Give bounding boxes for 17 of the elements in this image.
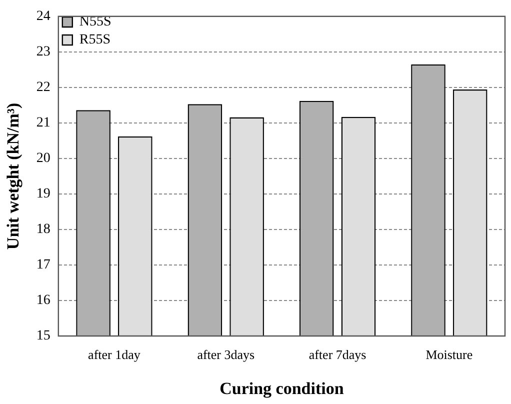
y-tick-label: 15 bbox=[36, 328, 50, 344]
x-tick-label: after 7days bbox=[308, 347, 366, 362]
y-tick-label: 24 bbox=[36, 9, 50, 24]
x-tick-label: after 1day bbox=[88, 347, 141, 362]
y-tick-label: 16 bbox=[36, 293, 50, 308]
y-tick-label: 21 bbox=[36, 116, 50, 131]
y-tick-label: 19 bbox=[36, 186, 50, 202]
y-tick-label: 18 bbox=[36, 222, 50, 238]
x-tick-label: Moisture bbox=[426, 347, 473, 362]
y-tick-label: 20 bbox=[36, 151, 50, 166]
x-axis-title: Curing condition bbox=[220, 379, 344, 398]
x-tick-label: after 3days bbox=[197, 347, 255, 362]
y-axis-title: Unit wetght (kN/m³) bbox=[4, 102, 23, 250]
legend-label: R55S bbox=[79, 32, 111, 48]
y-tick-label: 23 bbox=[36, 44, 50, 60]
y-tick-label: 22 bbox=[36, 80, 50, 96]
y-tick-label: 17 bbox=[36, 258, 50, 273]
